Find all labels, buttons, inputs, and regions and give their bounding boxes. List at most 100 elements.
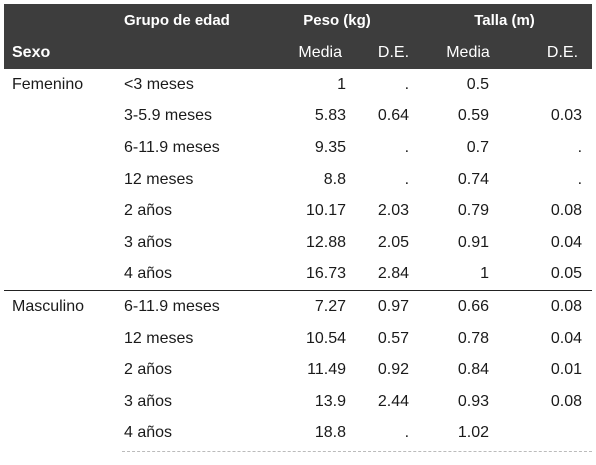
- peso-de-cell: 2.84: [377, 265, 410, 283]
- peso-media-cell: 12.88: [305, 233, 346, 251]
- talla-de-cell: 0.08: [550, 202, 583, 220]
- header-talla-de: D.E.: [519, 37, 593, 69]
- talla-de-cell: 0.08: [550, 392, 583, 410]
- age-group-cell: 4 años: [124, 424, 173, 442]
- peso-media-cell: 5.83: [314, 107, 346, 125]
- peso-media-cell: 9.35: [314, 138, 346, 156]
- sexo-cell-empty: [4, 101, 116, 133]
- talla-de-cell: 0.03: [550, 107, 583, 125]
- header-peso-de: D.E.: [360, 37, 418, 69]
- data-table-container: Grupo de edad Peso (kg) Talla (m) Sexo M…: [4, 4, 593, 452]
- age-group-cell: 3 años: [124, 233, 173, 251]
- table-row: 3 años 13.9 2.44 0.93 0.08: [4, 386, 592, 418]
- talla-de-cell: 0.04: [550, 329, 583, 347]
- talla-de-cell: [519, 69, 592, 101]
- anthropometry-table: Grupo de edad Peso (kg) Talla (m) Sexo M…: [4, 4, 593, 450]
- table-row: 3 años 12.88 2.05 0.91 0.04: [4, 227, 592, 259]
- peso-de-cell: .: [404, 424, 410, 442]
- talla-de-cell: [519, 418, 592, 450]
- table-row: 2 años 10.17 2.03 0.79 0.08: [4, 195, 592, 227]
- peso-de-cell: 0.92: [377, 361, 410, 379]
- header-row-sub: Sexo Media D.E. Media D.E.: [4, 37, 593, 69]
- talla-de-cell: 0.01: [550, 361, 583, 379]
- age-group-cell: 6-11.9 meses: [124, 138, 220, 156]
- table-row: Femenino <3 meses 1. 0.5: [4, 69, 592, 101]
- age-group-cell: 12 meses: [124, 170, 194, 188]
- table-row: Masculino 6-11.9 meses 7.27 0.97 0.66 0.08: [4, 290, 593, 323]
- sexo-cell: Masculino: [4, 290, 116, 323]
- talla-de-cell: 0.04: [550, 233, 583, 251]
- peso-media-cell: 13.9: [314, 392, 346, 410]
- talla-media-cell: 0.84: [457, 361, 490, 379]
- table-row: 3-5.9 meses 5.83 0.64 0.59 0.03: [4, 101, 592, 133]
- header-blank-cell: [116, 37, 257, 69]
- header-talla-media: Media: [417, 37, 520, 69]
- sexo-cell-empty: [4, 164, 116, 196]
- sexo-cell-empty: [4, 386, 116, 418]
- talla-de-cell: .: [577, 138, 583, 156]
- talla-media-cell: 1: [480, 265, 490, 283]
- header-blank-cell: [4, 4, 116, 37]
- peso-de-cell: .: [404, 138, 410, 156]
- talla-media-cell: 1.02: [457, 424, 490, 442]
- talla-media-cell: 0.59: [457, 107, 490, 125]
- table-row: 4 años 18.8. 1.02: [4, 418, 592, 450]
- talla-media-cell: 0.93: [457, 392, 490, 410]
- peso-de-cell: .: [404, 75, 410, 93]
- talla-media-cell: 0.74: [457, 170, 490, 188]
- table-row: 12 meses 8.8. 0.74.: [4, 164, 592, 196]
- header-peso-media: Media: [257, 37, 360, 69]
- talla-media-cell: 0.79: [457, 202, 490, 220]
- peso-media-cell: 10.54: [305, 329, 346, 347]
- age-group-cell: 2 años: [124, 361, 173, 379]
- talla-media-cell: 0.5: [466, 75, 490, 93]
- talla-media-cell: 0.78: [457, 329, 490, 347]
- peso-de-cell: 0.64: [377, 107, 410, 125]
- age-group-cell: 3-5.9 meses: [124, 107, 213, 125]
- talla-media-cell: 0.7: [466, 138, 490, 156]
- peso-media-cell: 8.8: [323, 170, 346, 188]
- age-group-cell: <3 meses: [124, 75, 194, 93]
- header-sexo: Sexo: [4, 37, 116, 69]
- sexo-cell-empty: [4, 354, 116, 386]
- age-group-cell: 4 años: [124, 265, 173, 283]
- peso-media-cell: 1: [337, 75, 346, 93]
- peso-media-cell: 16.73: [305, 265, 346, 283]
- talla-media-cell: 0.91: [457, 233, 490, 251]
- table-bottom-border: [122, 451, 592, 452]
- peso-de-cell: .: [404, 170, 410, 188]
- age-group-cell: 2 años: [124, 202, 173, 220]
- table-row: 2 años 11.49 0.92 0.84 0.01: [4, 354, 592, 386]
- peso-de-cell: 2.05: [377, 233, 410, 251]
- peso-media-cell: 7.27: [257, 290, 360, 323]
- peso-de-cell: 0.57: [377, 329, 410, 347]
- age-group-cell: 12 meses: [124, 329, 194, 347]
- peso-de-cell: 0.97: [360, 290, 418, 323]
- sexo-cell-empty: [4, 227, 116, 259]
- talla-media-cell: 0.66: [417, 290, 520, 323]
- sexo-cell-empty: [4, 195, 116, 227]
- header-talla: Talla (m): [417, 4, 593, 37]
- sexo-cell-empty: [4, 132, 116, 164]
- sexo-cell-empty: [4, 418, 116, 450]
- peso-media-cell: 11.49: [307, 361, 346, 379]
- peso-media-cell: 18.8: [314, 424, 346, 442]
- sexo-cell-empty: [4, 323, 116, 355]
- age-group-cell: 3 años: [124, 392, 173, 410]
- header-peso: Peso (kg): [257, 4, 418, 37]
- peso-de-cell: 2.44: [377, 392, 410, 410]
- talla-de-cell: 0.05: [550, 265, 583, 283]
- sexo-cell: Femenino: [12, 75, 84, 93]
- talla-de-cell: .: [577, 170, 583, 188]
- sexo-cell-empty: [4, 259, 116, 291]
- table-row: 4 años 16.73 2.84 1 0.05: [4, 259, 592, 291]
- table-header: Grupo de edad Peso (kg) Talla (m) Sexo M…: [4, 4, 593, 69]
- talla-de-cell: 0.08: [519, 290, 593, 323]
- table-row: 12 meses 10.54 0.57 0.78 0.04: [4, 323, 592, 355]
- header-row-top: Grupo de edad Peso (kg) Talla (m): [4, 4, 593, 37]
- age-group-cell: 6-11.9 meses: [116, 290, 257, 323]
- table-row: 6-11.9 meses 9.35. 0.7.: [4, 132, 592, 164]
- peso-de-cell: 2.03: [377, 202, 410, 220]
- table-body: Femenino <3 meses 1. 0.5 3-5.9 meses 5.83 0.64…: [4, 69, 593, 450]
- header-grupo: Grupo de edad: [116, 4, 257, 37]
